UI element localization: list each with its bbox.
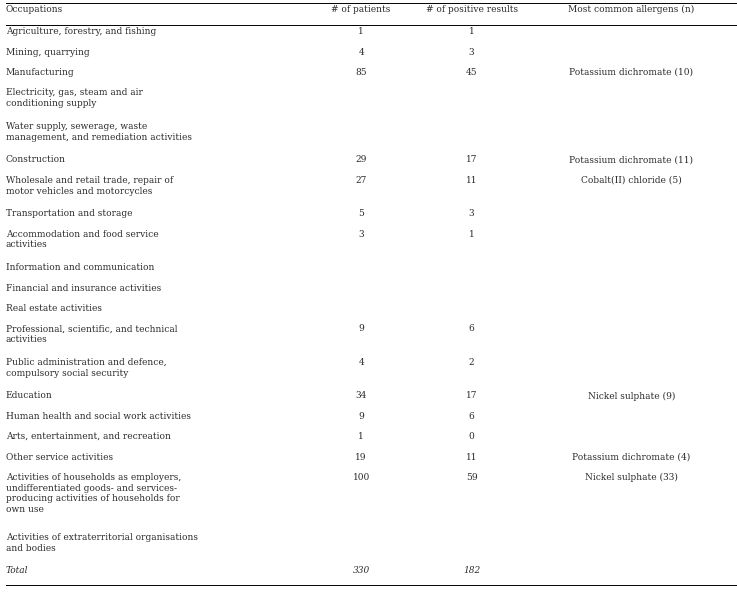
Text: 27: 27 xyxy=(355,176,367,185)
Text: 1: 1 xyxy=(469,230,475,239)
Text: 1: 1 xyxy=(358,27,364,36)
Text: # of positive results: # of positive results xyxy=(425,5,517,14)
Text: 100: 100 xyxy=(352,473,370,482)
Text: 182: 182 xyxy=(463,567,481,575)
Text: 5: 5 xyxy=(358,210,364,218)
Text: 19: 19 xyxy=(355,452,367,462)
Text: Arts, entertainment, and recreation: Arts, entertainment, and recreation xyxy=(6,432,171,441)
Text: 4: 4 xyxy=(358,358,364,367)
Text: 330: 330 xyxy=(352,567,370,575)
Text: Mining, quarrying: Mining, quarrying xyxy=(6,47,89,57)
Text: Human health and social work activities: Human health and social work activities xyxy=(6,412,191,421)
Text: Most common allergens (n): Most common allergens (n) xyxy=(568,5,694,14)
Text: Accommodation and food service
activities: Accommodation and food service activitie… xyxy=(6,230,158,249)
Text: Real estate activities: Real estate activities xyxy=(6,304,102,313)
Text: Potassium dichromate (11): Potassium dichromate (11) xyxy=(569,156,694,165)
Text: 6: 6 xyxy=(469,412,475,421)
Text: 11: 11 xyxy=(466,452,478,462)
Text: Agriculture, forestry, and fishing: Agriculture, forestry, and fishing xyxy=(6,27,156,36)
Text: Occupations: Occupations xyxy=(6,5,63,14)
Text: 34: 34 xyxy=(355,391,367,400)
Text: Public administration and defence,
compulsory social security: Public administration and defence, compu… xyxy=(6,358,167,378)
Text: 17: 17 xyxy=(466,391,478,400)
Text: 9: 9 xyxy=(358,324,364,333)
Text: Construction: Construction xyxy=(6,156,66,165)
Text: 3: 3 xyxy=(469,47,475,57)
Text: 17: 17 xyxy=(466,156,478,165)
Text: Transportation and storage: Transportation and storage xyxy=(6,210,133,218)
Text: Professional, scientific, and technical
activities: Professional, scientific, and technical … xyxy=(6,324,178,344)
Text: 6: 6 xyxy=(469,324,475,333)
Text: Activities of households as employers,
undifferentiated goods- and services-
pro: Activities of households as employers, u… xyxy=(6,473,181,514)
Text: Wholesale and retail trade, repair of
motor vehicles and motorcycles: Wholesale and retail trade, repair of mo… xyxy=(6,176,173,195)
Text: 2: 2 xyxy=(469,358,475,367)
Text: 1: 1 xyxy=(358,432,364,441)
Text: 4: 4 xyxy=(358,47,364,57)
Text: 85: 85 xyxy=(355,68,367,77)
Text: 0: 0 xyxy=(469,432,475,441)
Text: Manufacturing: Manufacturing xyxy=(6,68,74,77)
Text: Education: Education xyxy=(6,391,52,400)
Text: 1: 1 xyxy=(469,27,475,36)
Text: 3: 3 xyxy=(469,210,475,218)
Text: Activities of extraterritorial organisations
and bodies: Activities of extraterritorial organisat… xyxy=(6,533,198,552)
Text: 45: 45 xyxy=(466,68,478,77)
Text: Other service activities: Other service activities xyxy=(6,452,113,462)
Text: Total: Total xyxy=(6,567,29,575)
Text: Information and communication: Information and communication xyxy=(6,263,154,272)
Text: Potassium dichromate (4): Potassium dichromate (4) xyxy=(572,452,691,462)
Text: 11: 11 xyxy=(466,176,478,185)
Text: Cobalt(II) chloride (5): Cobalt(II) chloride (5) xyxy=(581,176,682,185)
Text: 29: 29 xyxy=(355,156,367,165)
Text: # of patients: # of patients xyxy=(332,5,391,14)
Text: Financial and insurance activities: Financial and insurance activities xyxy=(6,284,161,292)
Text: Water supply, sewerage, waste
management, and remediation activities: Water supply, sewerage, waste management… xyxy=(6,122,192,141)
Text: Electricity, gas, steam and air
conditioning supply: Electricity, gas, steam and air conditio… xyxy=(6,88,143,108)
Text: Nickel sulphate (9): Nickel sulphate (9) xyxy=(587,391,675,401)
Text: Nickel sulphate (33): Nickel sulphate (33) xyxy=(584,473,678,482)
Text: 3: 3 xyxy=(358,230,364,239)
Text: 59: 59 xyxy=(466,473,478,482)
Text: 9: 9 xyxy=(358,412,364,421)
Text: Potassium dichromate (10): Potassium dichromate (10) xyxy=(569,68,694,77)
